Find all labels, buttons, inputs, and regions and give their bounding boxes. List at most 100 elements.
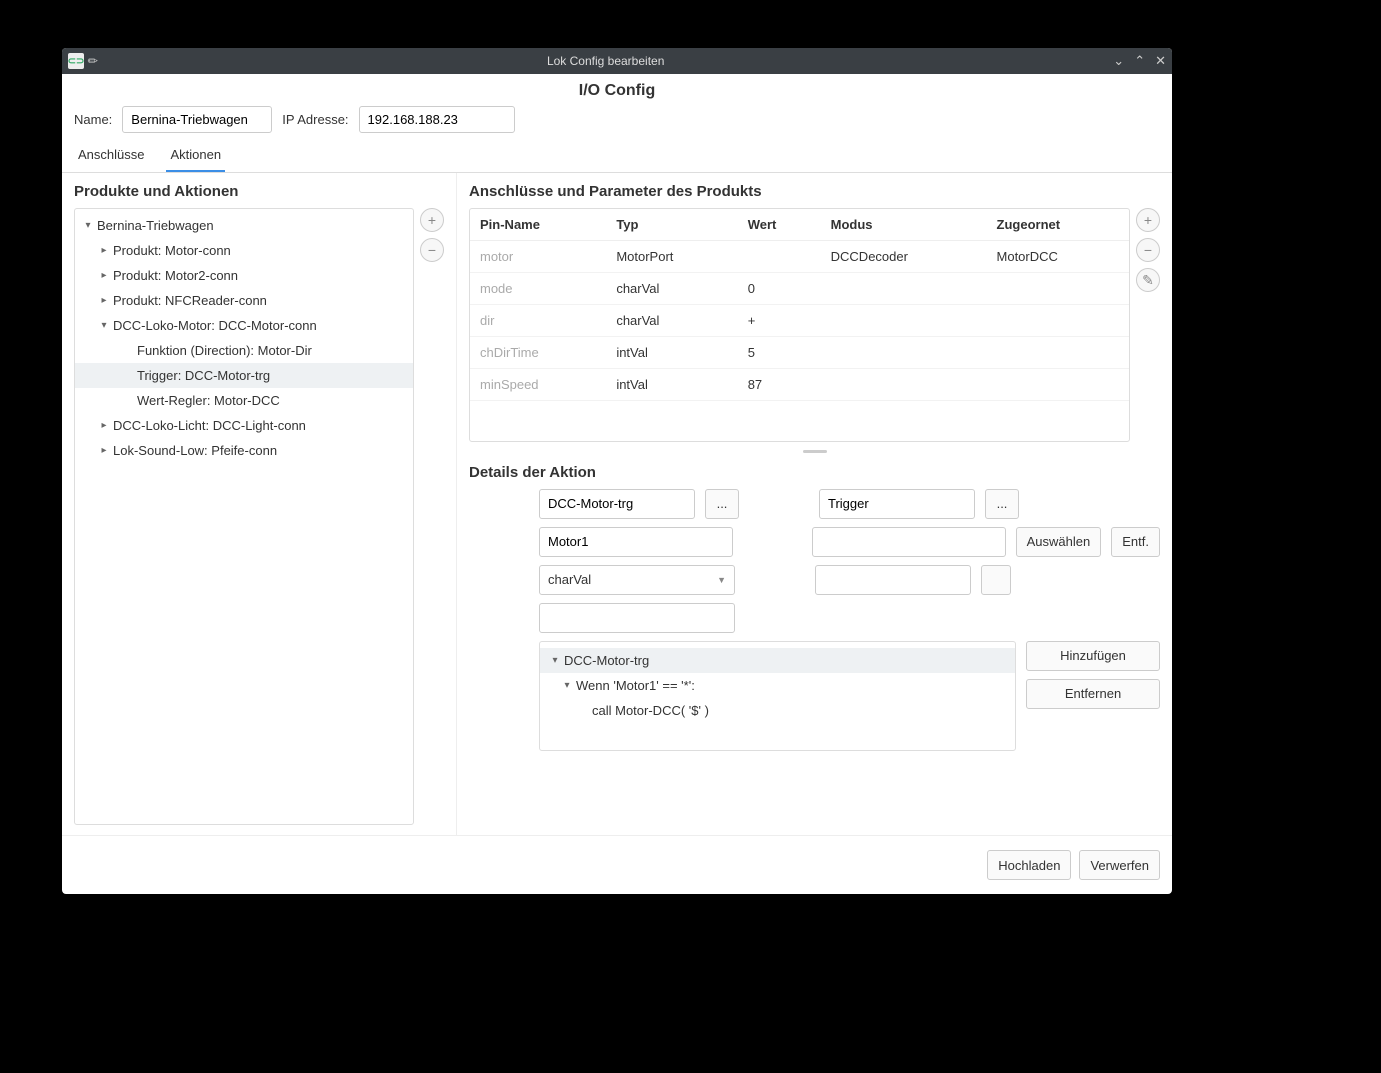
table-cell: MotorDCC [987,241,1129,273]
page-title: I/O Config [62,74,1172,106]
param-remove-button[interactable]: − [1136,238,1160,262]
valtype-value: charVal [548,572,591,587]
condition-when[interactable]: ▾ Wenn 'Motor1' == '*': [540,673,1015,698]
tree-item[interactable]: Wert-Regler: Motor-DCC [75,388,413,413]
action-param-input[interactable] [815,565,971,595]
valtype-select[interactable]: charVal ▼ [539,565,735,595]
titlebar: ⊂⊃ ✎ Lok Config bearbeiten ⌄ ⌃ ✕ [62,48,1172,74]
column-header[interactable]: Zugeornet [987,209,1129,241]
caret-right-icon: ▸ [99,270,109,281]
table-cell: + [738,305,821,337]
condition-remove-button[interactable]: Entfernen [1026,679,1160,709]
table-cell [821,337,987,369]
products-heading: Produkte und Aktionen [74,183,444,200]
tree-item[interactable]: Funktion (Direction): Motor-Dir [75,338,413,363]
caret-right-icon: ▸ [99,445,109,456]
table-row[interactable]: chDirTimeintVal5 [470,337,1129,369]
close-icon[interactable]: ✕ [1155,53,1166,69]
table-cell: intVal [606,337,737,369]
action-extra-input[interactable] [812,527,1006,557]
params-heading: Anschlüsse und Parameter des Produkts [469,183,1160,200]
upload-button[interactable]: Hochladen [987,850,1071,880]
tree-add-button[interactable]: + [420,208,444,232]
window-title: Lok Config bearbeiten [98,54,1113,68]
table-cell: intVal [606,369,737,401]
table-cell: 5 [738,337,821,369]
table-row[interactable]: modecharVal0 [470,273,1129,305]
table-cell: minSpeed [470,369,606,401]
splitter[interactable] [469,450,1160,454]
tree-item[interactable]: ▾ DCC-Loko-Motor: DCC-Motor-conn [75,313,413,338]
tree-item[interactable]: Trigger: DCC-Motor-trg [75,363,413,388]
action-type-input[interactable] [819,489,975,519]
header-row: Name: IP Adresse: [62,106,1172,141]
minimize-icon[interactable]: ⌄ [1113,53,1124,69]
condition-when-label: Wenn 'Motor1' == '*': [576,678,695,693]
table-cell: 0 [738,273,821,305]
action-value-input[interactable] [539,603,735,633]
footer: Hochladen Verwerfen [62,835,1172,894]
table-row[interactable]: dircharVal+ [470,305,1129,337]
table-cell [987,369,1129,401]
select-button[interactable]: Auswählen [1016,527,1102,557]
tree-item[interactable]: ▸ Produkt: Motor-conn [75,238,413,263]
tree-item[interactable]: ▾ Bernina-Triebwagen [75,213,413,238]
table-cell: DCCDecoder [821,241,987,273]
table-row[interactable]: minSpeedintVal87 [470,369,1129,401]
app-icon: ⊂⊃ [68,53,84,69]
condition-add-button[interactable]: Hinzufügen [1026,641,1160,671]
tree-item-label: Bernina-Triebwagen [97,218,214,233]
tab-actions[interactable]: Aktionen [166,141,225,172]
table-cell: 87 [738,369,821,401]
tab-connections[interactable]: Anschlüsse [74,141,148,172]
discard-button[interactable]: Verwerfen [1079,850,1160,880]
table-cell: dir [470,305,606,337]
table-cell [821,273,987,305]
ip-input[interactable] [359,106,515,133]
caret-down-icon: ▾ [550,655,560,666]
tree-remove-button[interactable]: − [420,238,444,262]
table-cell [821,305,987,337]
params-table: Pin-NameTypWertModusZugeornet motorMotor… [469,208,1130,442]
table-cell: chDirTime [470,337,606,369]
param-edit-button[interactable]: ✎ [1136,268,1160,292]
chevron-down-icon: ▼ [717,575,726,585]
table-row[interactable]: motorMotorPortDCCDecoderMotorDCC [470,241,1129,273]
name-input[interactable] [122,106,272,133]
table-cell: charVal [606,305,737,337]
condition-tree[interactable]: ▾ DCC-Motor-trg ▾ Wenn 'Motor1' == '*': … [539,641,1016,751]
tree-item-label: Produkt: Motor2-conn [113,268,238,283]
maximize-icon[interactable]: ⌃ [1134,53,1145,69]
action-name-browse-button[interactable]: ... [705,489,739,519]
table-cell: mode [470,273,606,305]
action-type-browse-button[interactable]: ... [985,489,1019,519]
condition-call[interactable]: call Motor-DCC( '$' ) [540,698,1015,723]
tree-item-label: Produkt: Motor-conn [113,243,231,258]
caret-down-icon: ▾ [99,320,109,331]
remove-target-button[interactable]: Entf. [1111,527,1160,557]
ip-label: IP Adresse: [282,112,348,127]
column-header[interactable]: Pin-Name [470,209,606,241]
column-header[interactable]: Wert [738,209,821,241]
param-add-button[interactable]: + [1136,208,1160,232]
tree-item[interactable]: ▸ Produkt: Motor2-conn [75,263,413,288]
condition-root-label: DCC-Motor-trg [564,653,649,668]
config-window: ⊂⊃ ✎ Lok Config bearbeiten ⌄ ⌃ ✕ I/O Con… [62,48,1172,894]
action-name-input[interactable] [539,489,695,519]
tree-item[interactable]: ▸DCC-Loko-Licht: DCC-Light-conn [75,413,413,438]
column-header[interactable]: Typ [606,209,737,241]
name-label: Name: [74,112,112,127]
tree-item[interactable]: ▸Lok-Sound-Low: Pfeife-conn [75,438,413,463]
action-param-button[interactable] [981,565,1011,595]
caret-right-icon: ▸ [99,245,109,256]
action-target-input[interactable] [539,527,733,557]
tree-item[interactable]: ▸Produkt: NFCReader-conn [75,288,413,313]
tree-item-label: DCC-Loko-Motor: DCC-Motor-conn [113,318,317,333]
tree-item-label: Produkt: NFCReader-conn [113,293,267,308]
table-cell [987,305,1129,337]
condition-root[interactable]: ▾ DCC-Motor-trg [540,648,1015,673]
product-tree[interactable]: ▾Bernina-Triebwagen▸Produkt: Motor-conn▸… [74,208,414,825]
table-cell [987,337,1129,369]
column-header[interactable]: Modus [821,209,987,241]
caret-down-icon: ▾ [83,220,93,231]
